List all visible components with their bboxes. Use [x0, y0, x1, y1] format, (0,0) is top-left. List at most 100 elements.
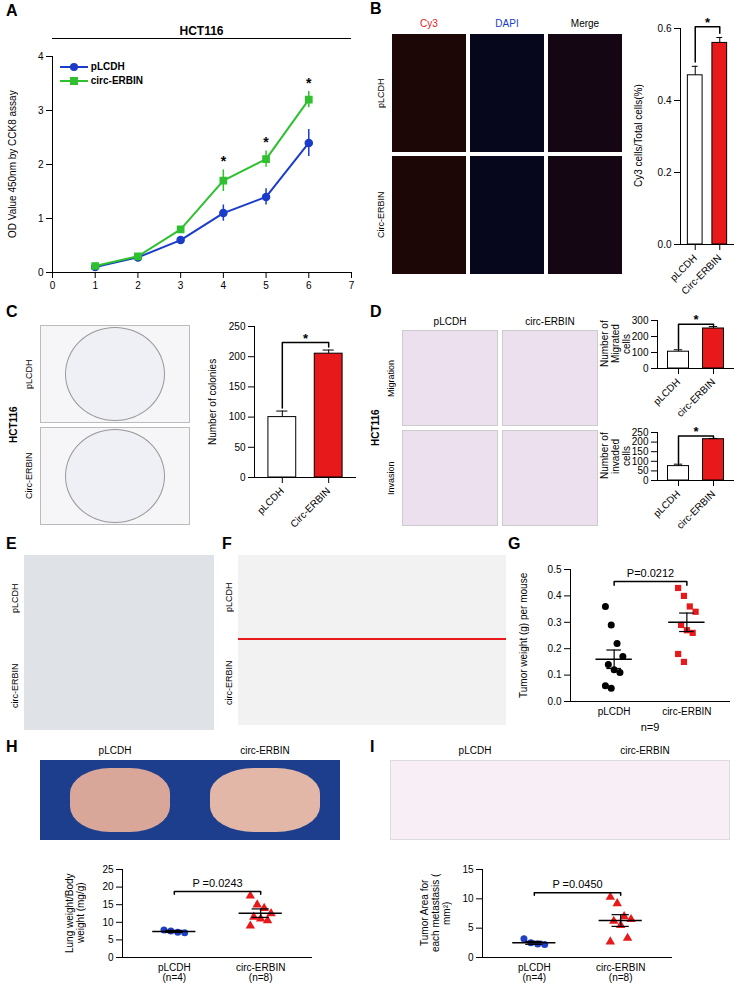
- svg-text:25: 25: [102, 864, 114, 875]
- svg-text:0.4: 0.4: [658, 95, 672, 106]
- html-text:Number of invaded cells: Number of invaded cells: [598, 432, 632, 480]
- html-text:D: D: [370, 303, 382, 320]
- svg-text:pLCDH: pLCDH: [255, 485, 286, 516]
- svg-text:circ-ERBIN: circ-ERBIN: [674, 376, 717, 419]
- svg-text:5: 5: [263, 280, 269, 291]
- svg-text:50: 50: [234, 442, 246, 453]
- svg-text:50: 50: [637, 465, 649, 476]
- svg-text:Circ-ERBIN: Circ-ERBIN: [679, 252, 723, 296]
- svg-text:0.6: 0.6: [658, 23, 672, 34]
- svg-text:0: 0: [50, 280, 56, 291]
- svg-text:5: 5: [468, 922, 474, 933]
- svg-text:pLCDH: pLCDH: [598, 706, 631, 717]
- html-text:G: G: [508, 535, 521, 552]
- svg-text:4: 4: [221, 280, 227, 291]
- html-text:Tumor Area for each metastasis: Tumor Area for each metastasis ( mm²): [418, 873, 452, 953]
- html-text:A: A: [6, 2, 18, 19]
- html-text:n=9: n=9: [640, 721, 660, 733]
- svg-text:*: *: [221, 153, 227, 169]
- svg-text:*: *: [263, 134, 269, 150]
- html-text:HCT116: HCT116: [179, 24, 224, 38]
- html-text:Number of Migrated cells: Number of Migrated cells: [598, 320, 632, 368]
- svg-text:15: 15: [102, 899, 114, 910]
- svg-text:0: 0: [643, 363, 649, 374]
- svg-text:0: 0: [240, 472, 246, 483]
- svg-text:pLCDH(n=4): pLCDH(n=4): [518, 962, 551, 983]
- svg-text:250: 250: [632, 427, 649, 438]
- html-text:Cy3 cells/Total cells(%): Cy3 cells/Total cells(%): [632, 84, 644, 188]
- html-text:E: E: [6, 535, 17, 552]
- svg-text:300: 300: [632, 315, 649, 326]
- svg-text:0.2: 0.2: [548, 643, 562, 654]
- html-text:Lung weight/Body weight (mg/g): Lung weight/Body weight (mg/g): [64, 873, 86, 953]
- svg-text:0: 0: [468, 952, 474, 963]
- svg-text:circ-ERBIN(n=8): circ-ERBIN(n=8): [236, 962, 285, 983]
- svg-text:1: 1: [38, 213, 44, 224]
- svg-text:5: 5: [108, 934, 114, 945]
- svg-text:200: 200: [632, 436, 649, 447]
- svg-text:*: *: [306, 75, 312, 91]
- svg-text:P =0.0243: P =0.0243: [192, 877, 242, 889]
- svg-text:200: 200: [632, 331, 649, 342]
- svg-text:pLCDH: pLCDH: [651, 488, 682, 519]
- html-text:Tumor weight (g) per mouse: Tumor weight (g) per mouse: [517, 572, 529, 698]
- svg-text:100: 100: [229, 411, 246, 422]
- html-text:C: C: [6, 303, 18, 320]
- svg-text:0: 0: [108, 952, 114, 963]
- svg-text:0.3: 0.3: [548, 617, 562, 628]
- html-text:circ-ERBIN: circ-ERBIN: [525, 316, 575, 327]
- svg-text:100: 100: [632, 347, 649, 358]
- html-text:pLCDH: pLCDH: [88, 61, 125, 72]
- svg-text:0.5: 0.5: [548, 564, 562, 575]
- svg-text:10: 10: [462, 893, 474, 904]
- svg-text:3: 3: [38, 105, 44, 116]
- svg-text:1: 1: [92, 280, 98, 291]
- svg-text:100: 100: [632, 456, 649, 467]
- svg-text:*: *: [693, 312, 699, 327]
- html-text:Cy3: Cy3: [420, 18, 438, 29]
- svg-text:*: *: [705, 15, 711, 30]
- svg-text:0.1: 0.1: [548, 669, 562, 680]
- svg-text:P=0.0212: P=0.0212: [627, 567, 674, 579]
- html-text:OD Value 450nm by CCK8 assay: OD Value 450nm by CCK8 assay: [6, 90, 18, 238]
- html-text:HCT116: HCT116: [7, 406, 19, 444]
- svg-text:0.2: 0.2: [658, 167, 672, 178]
- svg-text:3: 3: [178, 280, 184, 291]
- svg-text:*: *: [693, 424, 699, 439]
- html-text:pLCDH: pLCDH: [433, 316, 467, 327]
- svg-text:*: *: [303, 331, 309, 346]
- svg-text:4: 4: [38, 51, 44, 62]
- svg-text:2: 2: [38, 159, 44, 170]
- svg-text:Circ-ERBIN: Circ-ERBIN: [288, 485, 332, 529]
- html-text:DAPI: DAPI: [495, 18, 519, 29]
- svg-text:0: 0: [643, 475, 649, 486]
- html-text:Merge: Merge: [570, 18, 600, 29]
- svg-text:200: 200: [229, 351, 246, 362]
- svg-text:2: 2: [135, 280, 141, 291]
- svg-text:150: 150: [632, 446, 649, 457]
- svg-text:0: 0: [38, 267, 44, 278]
- html-text:HCT116: HCT116: [369, 409, 381, 447]
- html-text:B: B: [370, 0, 382, 17]
- svg-text:0.4: 0.4: [548, 590, 562, 601]
- svg-text:0.0: 0.0: [658, 239, 672, 250]
- svg-text:circ-ERBIN: circ-ERBIN: [662, 706, 711, 717]
- html-text:H: H: [6, 738, 18, 755]
- svg-text:circ-ERBIN: circ-ERBIN: [674, 488, 717, 531]
- svg-text:pLCDH(n=4): pLCDH(n=4): [158, 962, 191, 983]
- svg-text:circ-ERBIN(n=8): circ-ERBIN(n=8): [596, 962, 645, 983]
- html-text:Number of colonies: Number of colonies: [206, 358, 218, 445]
- html-text:circ-ERBIN: circ-ERBIN: [88, 75, 143, 86]
- svg-text:10: 10: [102, 917, 114, 928]
- html-text:pLCDH: pLCDH: [98, 745, 132, 756]
- svg-text:15: 15: [462, 864, 474, 875]
- svg-text:150: 150: [229, 381, 246, 392]
- svg-text:P =0.0450: P =0.0450: [552, 878, 602, 890]
- svg-text:250: 250: [229, 321, 246, 332]
- svg-text:pLCDH: pLCDH: [667, 252, 699, 284]
- svg-text:20: 20: [102, 881, 114, 892]
- svg-text:pLCDH: pLCDH: [651, 376, 682, 407]
- svg-text:0.0: 0.0: [548, 696, 562, 707]
- svg-text:6: 6: [306, 280, 312, 291]
- svg-text:7: 7: [349, 280, 355, 291]
